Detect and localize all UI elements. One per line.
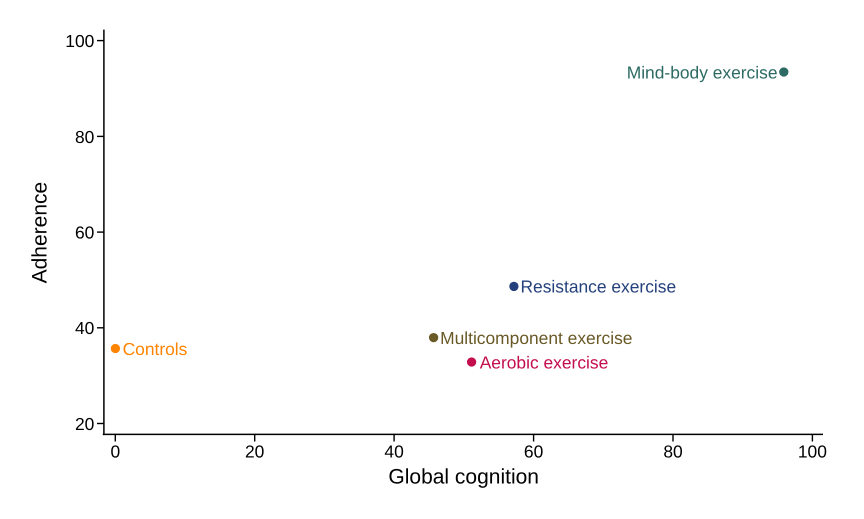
svg-text:Mind-body exercise: Mind-body exercise [627,62,778,82]
svg-text:100: 100 [65,31,94,51]
svg-text:40: 40 [75,318,94,338]
svg-text:Adherence: Adherence [29,182,52,284]
svg-text:80: 80 [663,442,682,462]
svg-text:80: 80 [75,127,94,147]
svg-text:Global cognition: Global cognition [388,466,539,489]
svg-text:40: 40 [384,442,403,462]
svg-text:Resistance exercise: Resistance exercise [521,277,677,297]
svg-text:Multicomponent exercise: Multicomponent exercise [440,328,632,348]
svg-text:20: 20 [75,414,94,434]
svg-text:Aerobic exercise: Aerobic exercise [480,352,609,372]
svg-text:0: 0 [110,442,120,462]
svg-text:Controls: Controls [123,339,188,359]
svg-text:20: 20 [245,442,264,462]
svg-text:60: 60 [75,223,94,243]
svg-text:100: 100 [798,442,827,462]
svg-text:60: 60 [524,442,543,462]
